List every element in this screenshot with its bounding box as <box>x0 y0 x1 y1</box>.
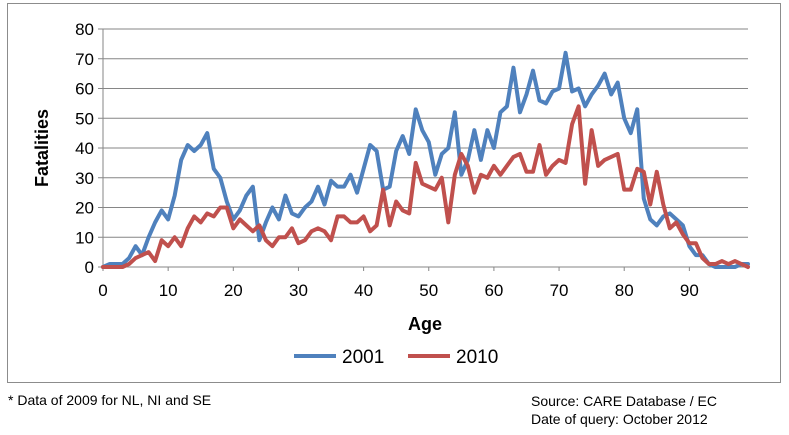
x-tick-label: 50 <box>419 281 438 300</box>
x-axis-title: Age <box>408 314 442 334</box>
legend-label-2001: 2001 <box>342 347 384 368</box>
footnote-data-note: * Data of 2009 for NL, NI and SE <box>8 392 212 408</box>
y-tick-label: 70 <box>75 50 94 69</box>
y-axis-title: Fatalities <box>32 109 52 187</box>
x-tick-label: 0 <box>98 281 107 300</box>
y-tick-label: 30 <box>75 169 94 188</box>
line-chart: 0 10 20 30 40 50 60 70 80 0 10 20 30 40 50 60 70 80 90 Age… <box>32 20 750 368</box>
y-tick-label: 60 <box>75 80 94 99</box>
x-tick-label: 80 <box>615 281 634 300</box>
x-tick-label: 40 <box>354 281 373 300</box>
legend: 2001 2010 <box>294 347 498 368</box>
y-tick-label: 10 <box>75 228 94 247</box>
y-tick-label: 50 <box>75 109 94 128</box>
legend-label-2010: 2010 <box>456 347 498 368</box>
chart-frame <box>7 3 781 383</box>
x-tick-label: 70 <box>550 281 569 300</box>
axes: 0 10 20 30 40 50 60 70 80 0 10 20 30 40 50 60 70 80 90 <box>75 20 748 300</box>
x-tick-label: 60 <box>484 281 503 300</box>
series-line-2010 <box>101 104 750 269</box>
y-tick-label: 0 <box>85 258 94 277</box>
x-tick-label: 90 <box>680 281 699 300</box>
y-tick-label: 80 <box>75 20 94 39</box>
footnote-source: Source: CARE Database / EC Date of query… <box>531 392 717 428</box>
source-line: Source: CARE Database / EC <box>531 393 717 409</box>
x-tick-label: 20 <box>224 281 243 300</box>
y-tick-label: 40 <box>75 139 94 158</box>
x-tick-label: 30 <box>289 281 308 300</box>
y-tick-label: 20 <box>75 199 94 218</box>
query-date-line: Date of query: October 2012 <box>531 411 708 427</box>
x-tick-label: 10 <box>159 281 178 300</box>
series-lines <box>101 50 750 269</box>
series-line-2001 <box>101 50 750 269</box>
